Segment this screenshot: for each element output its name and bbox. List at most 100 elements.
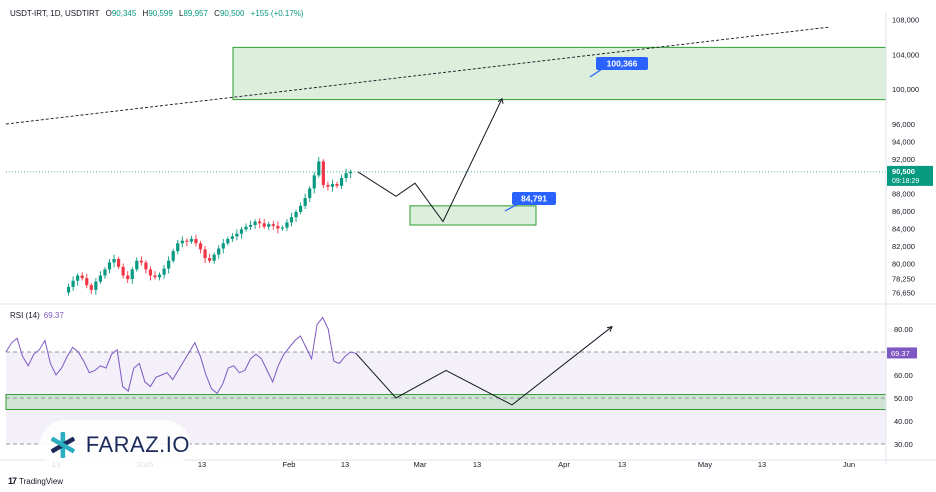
logo-text: FARAZ.IO: [85, 432, 190, 457]
time-tick-label: Mar: [414, 460, 427, 469]
rsi-tick-label: 50.00: [894, 394, 913, 403]
candle-body: [244, 226, 248, 230]
candle-body: [171, 251, 175, 261]
zone-tag-pointer: [504, 203, 519, 212]
candle-body: [212, 254, 216, 261]
time-tick-label: May: [698, 460, 712, 469]
candle-body: [317, 161, 321, 176]
candle-body: [248, 225, 253, 227]
candle-body: [321, 161, 325, 185]
tradingview-brand: TradingView: [19, 476, 64, 486]
candle-body: [107, 262, 112, 270]
rsi-tick-label: 30.00: [894, 440, 913, 449]
candle-body: [185, 240, 189, 242]
candle-body: [94, 281, 98, 290]
candle-body: [253, 221, 257, 226]
close-value: 90,500: [219, 9, 245, 18]
zone-tag-label: 84,791: [521, 194, 547, 204]
candle-body: [126, 275, 130, 280]
time-tick-label: Apr: [558, 460, 570, 469]
price-tick-label: 108,000: [892, 16, 919, 25]
candle-body: [117, 258, 121, 267]
candle-body: [98, 275, 102, 282]
symbol-title[interactable]: USDT-IRT, 1D, USDTIRT: [10, 9, 100, 18]
price-tick-label: 82,000: [892, 242, 915, 251]
candle-body: [230, 236, 234, 239]
candle-body: [144, 262, 148, 270]
candle-body: [153, 275, 157, 278]
candle-body: [85, 278, 89, 286]
candle-body: [135, 260, 139, 270]
rsi-header: RSI (14) 69.37: [10, 311, 64, 320]
candle-body: [226, 238, 230, 244]
candle-body: [89, 285, 93, 290]
candle-body: [180, 240, 184, 244]
candle-body: [148, 269, 153, 276]
rsi-support-zone: [5, 394, 887, 410]
open-label: O: [105, 9, 112, 18]
candle-body: [239, 229, 244, 234]
candle-body: [80, 275, 84, 279]
time-tick-label: 13: [198, 460, 206, 469]
candle-body: [167, 260, 171, 269]
candle-body: [66, 286, 71, 293]
candle-body: [339, 177, 344, 186]
countdown-value: 09:18:29: [892, 178, 919, 185]
low-value: 89,957: [183, 9, 208, 18]
candle-body: [289, 217, 294, 223]
time-tick-label: 13: [473, 460, 481, 469]
zone-tag: [512, 192, 556, 205]
price-tick-label: 88,000: [892, 190, 915, 199]
target-zone: [409, 205, 537, 226]
rsi-last-value: 69.37: [891, 349, 910, 358]
tradingview-icon: 17: [8, 476, 17, 486]
candle-body: [326, 184, 330, 187]
candle-body: [103, 269, 107, 276]
candle-body: [285, 222, 289, 228]
candle-body: [271, 224, 275, 226]
candle-body: [198, 243, 203, 250]
rsi-line: [5, 316, 357, 395]
time-tick-label: Jun: [843, 460, 855, 469]
price-tick-label: 78,250: [892, 275, 915, 284]
candle-body: [308, 188, 312, 199]
candle-body: [267, 224, 271, 227]
candle-body: [335, 184, 339, 186]
candle-body: [299, 205, 303, 212]
price-tick-label: 100,000: [892, 85, 919, 94]
rsi-last-tag: [887, 347, 917, 359]
price-tick-label: 96,000: [892, 120, 915, 129]
tradingview-footer[interactable]: 17 TradingView: [8, 476, 63, 486]
price-projection-path: [357, 98, 503, 223]
price-tick-label: 104,000: [892, 50, 919, 59]
candle-body: [76, 275, 80, 281]
price-tick-label: 92,000: [892, 155, 915, 164]
candle-body: [280, 227, 284, 229]
zone-tag-label: 100,366: [607, 59, 638, 69]
candle-body: [130, 269, 134, 280]
price-tick-label: 80,000: [892, 259, 915, 268]
candle-body: [276, 225, 280, 229]
target-zone: [232, 46, 887, 101]
candle-body: [139, 260, 143, 263]
candle-body: [262, 223, 266, 227]
candle-body: [235, 233, 239, 237]
last-price-value: 90,500: [892, 167, 915, 176]
candle-body: [189, 238, 193, 242]
low-label: L: [179, 9, 184, 18]
close-label: C: [214, 9, 220, 18]
rsi-value: 69.37: [43, 311, 64, 320]
rsi-projection-path: [355, 326, 613, 406]
symbol-header: USDT-IRT, 1D, USDTIRT O90,345 H90,599 L8…: [10, 9, 304, 18]
faraz-star-icon: [50, 431, 75, 459]
candle-body: [194, 238, 198, 244]
rsi-tick-label: 80.00: [894, 325, 913, 334]
open-value: 90,345: [111, 9, 137, 18]
time-tick-label: 13: [758, 460, 766, 469]
price-tick-label: 86,000: [892, 207, 915, 216]
candle-body: [312, 175, 316, 189]
rsi-tick-label: 40.00: [894, 417, 913, 426]
rsi-label[interactable]: RSI (14): [10, 311, 40, 320]
candle-body: [162, 268, 166, 275]
